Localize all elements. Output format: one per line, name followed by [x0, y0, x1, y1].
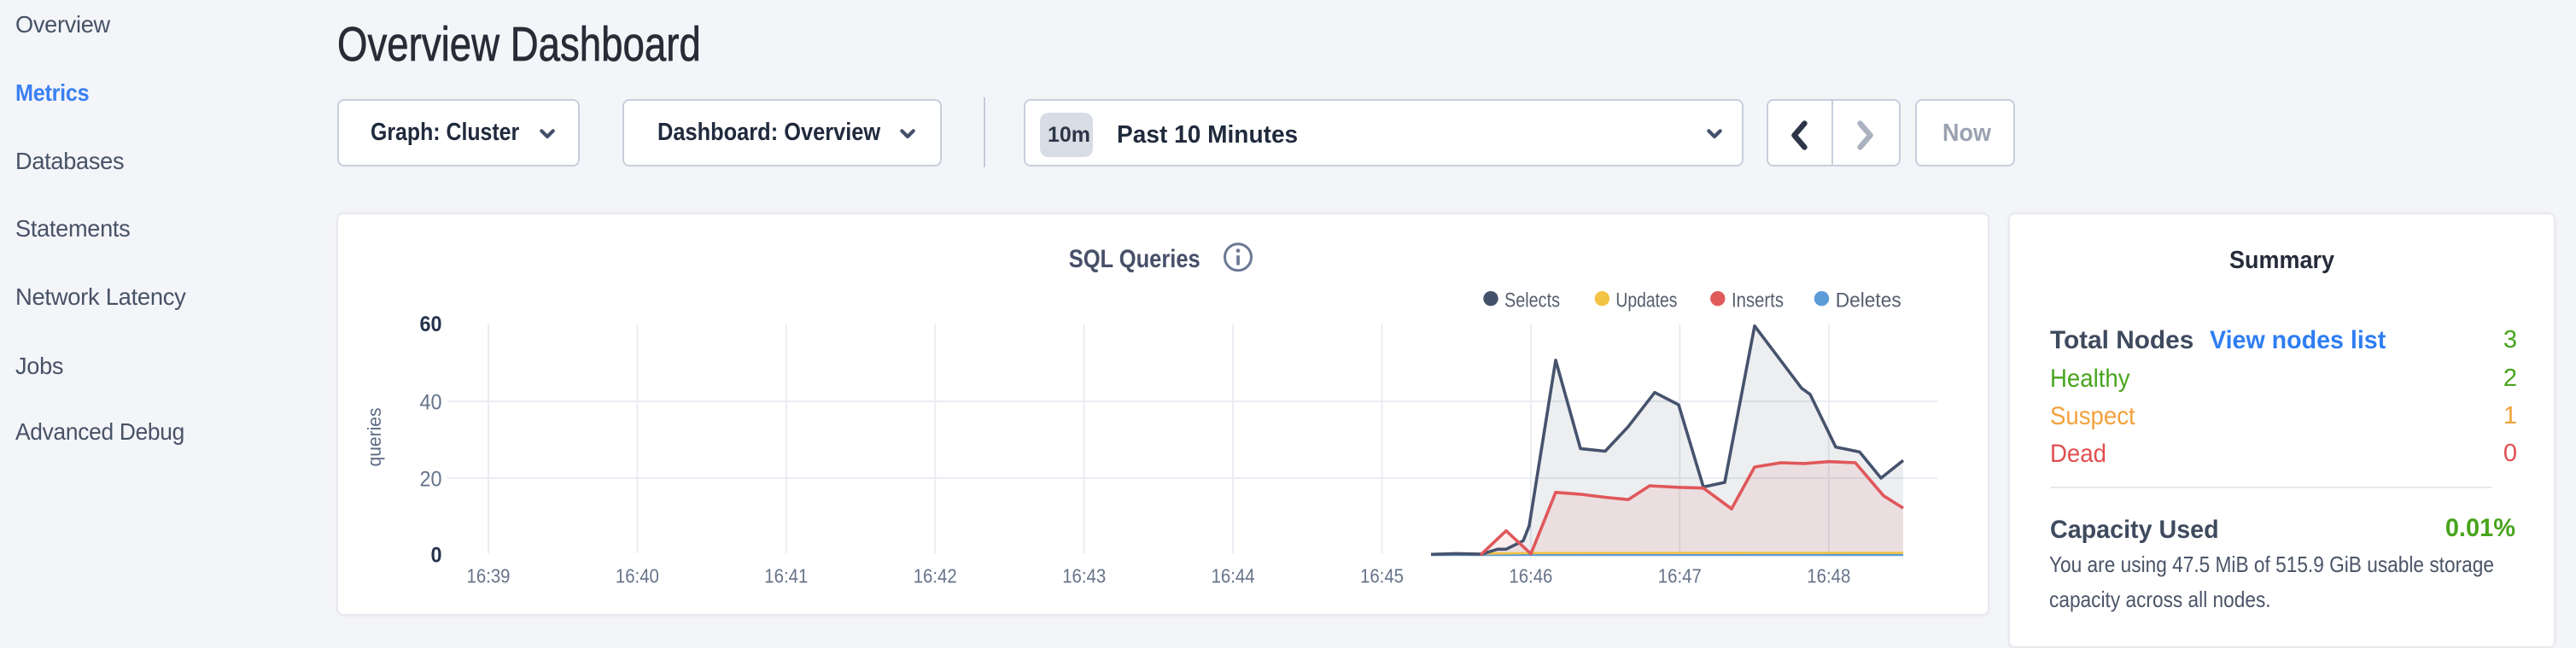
svg-text:Updates: Updates: [1615, 289, 1677, 312]
svg-text:16:48: 16:48: [1807, 565, 1850, 587]
svg-text:40: 40: [420, 391, 442, 415]
svg-text:SQL Queries: SQL Queries: [1069, 245, 1200, 273]
svg-text:Deletes: Deletes: [1836, 289, 1901, 312]
svg-text:16:42: 16:42: [914, 565, 957, 587]
svg-text:Inserts: Inserts: [1732, 289, 1784, 312]
svg-text:16:41: 16:41: [764, 565, 808, 587]
svg-text:16:39: 16:39: [467, 565, 511, 587]
svg-text:Selects: Selects: [1504, 289, 1560, 312]
svg-text:0: 0: [431, 544, 442, 568]
svg-text:16:47: 16:47: [1658, 565, 1702, 587]
svg-text:16:44: 16:44: [1212, 565, 1255, 587]
svg-text:queries: queries: [364, 408, 385, 467]
svg-text:16:43: 16:43: [1062, 565, 1106, 587]
svg-text:16:40: 16:40: [616, 565, 659, 587]
svg-text:16:46: 16:46: [1509, 565, 1552, 587]
svg-text:16:45: 16:45: [1360, 565, 1404, 587]
svg-text:20: 20: [420, 468, 442, 492]
svg-text:60: 60: [420, 312, 442, 336]
